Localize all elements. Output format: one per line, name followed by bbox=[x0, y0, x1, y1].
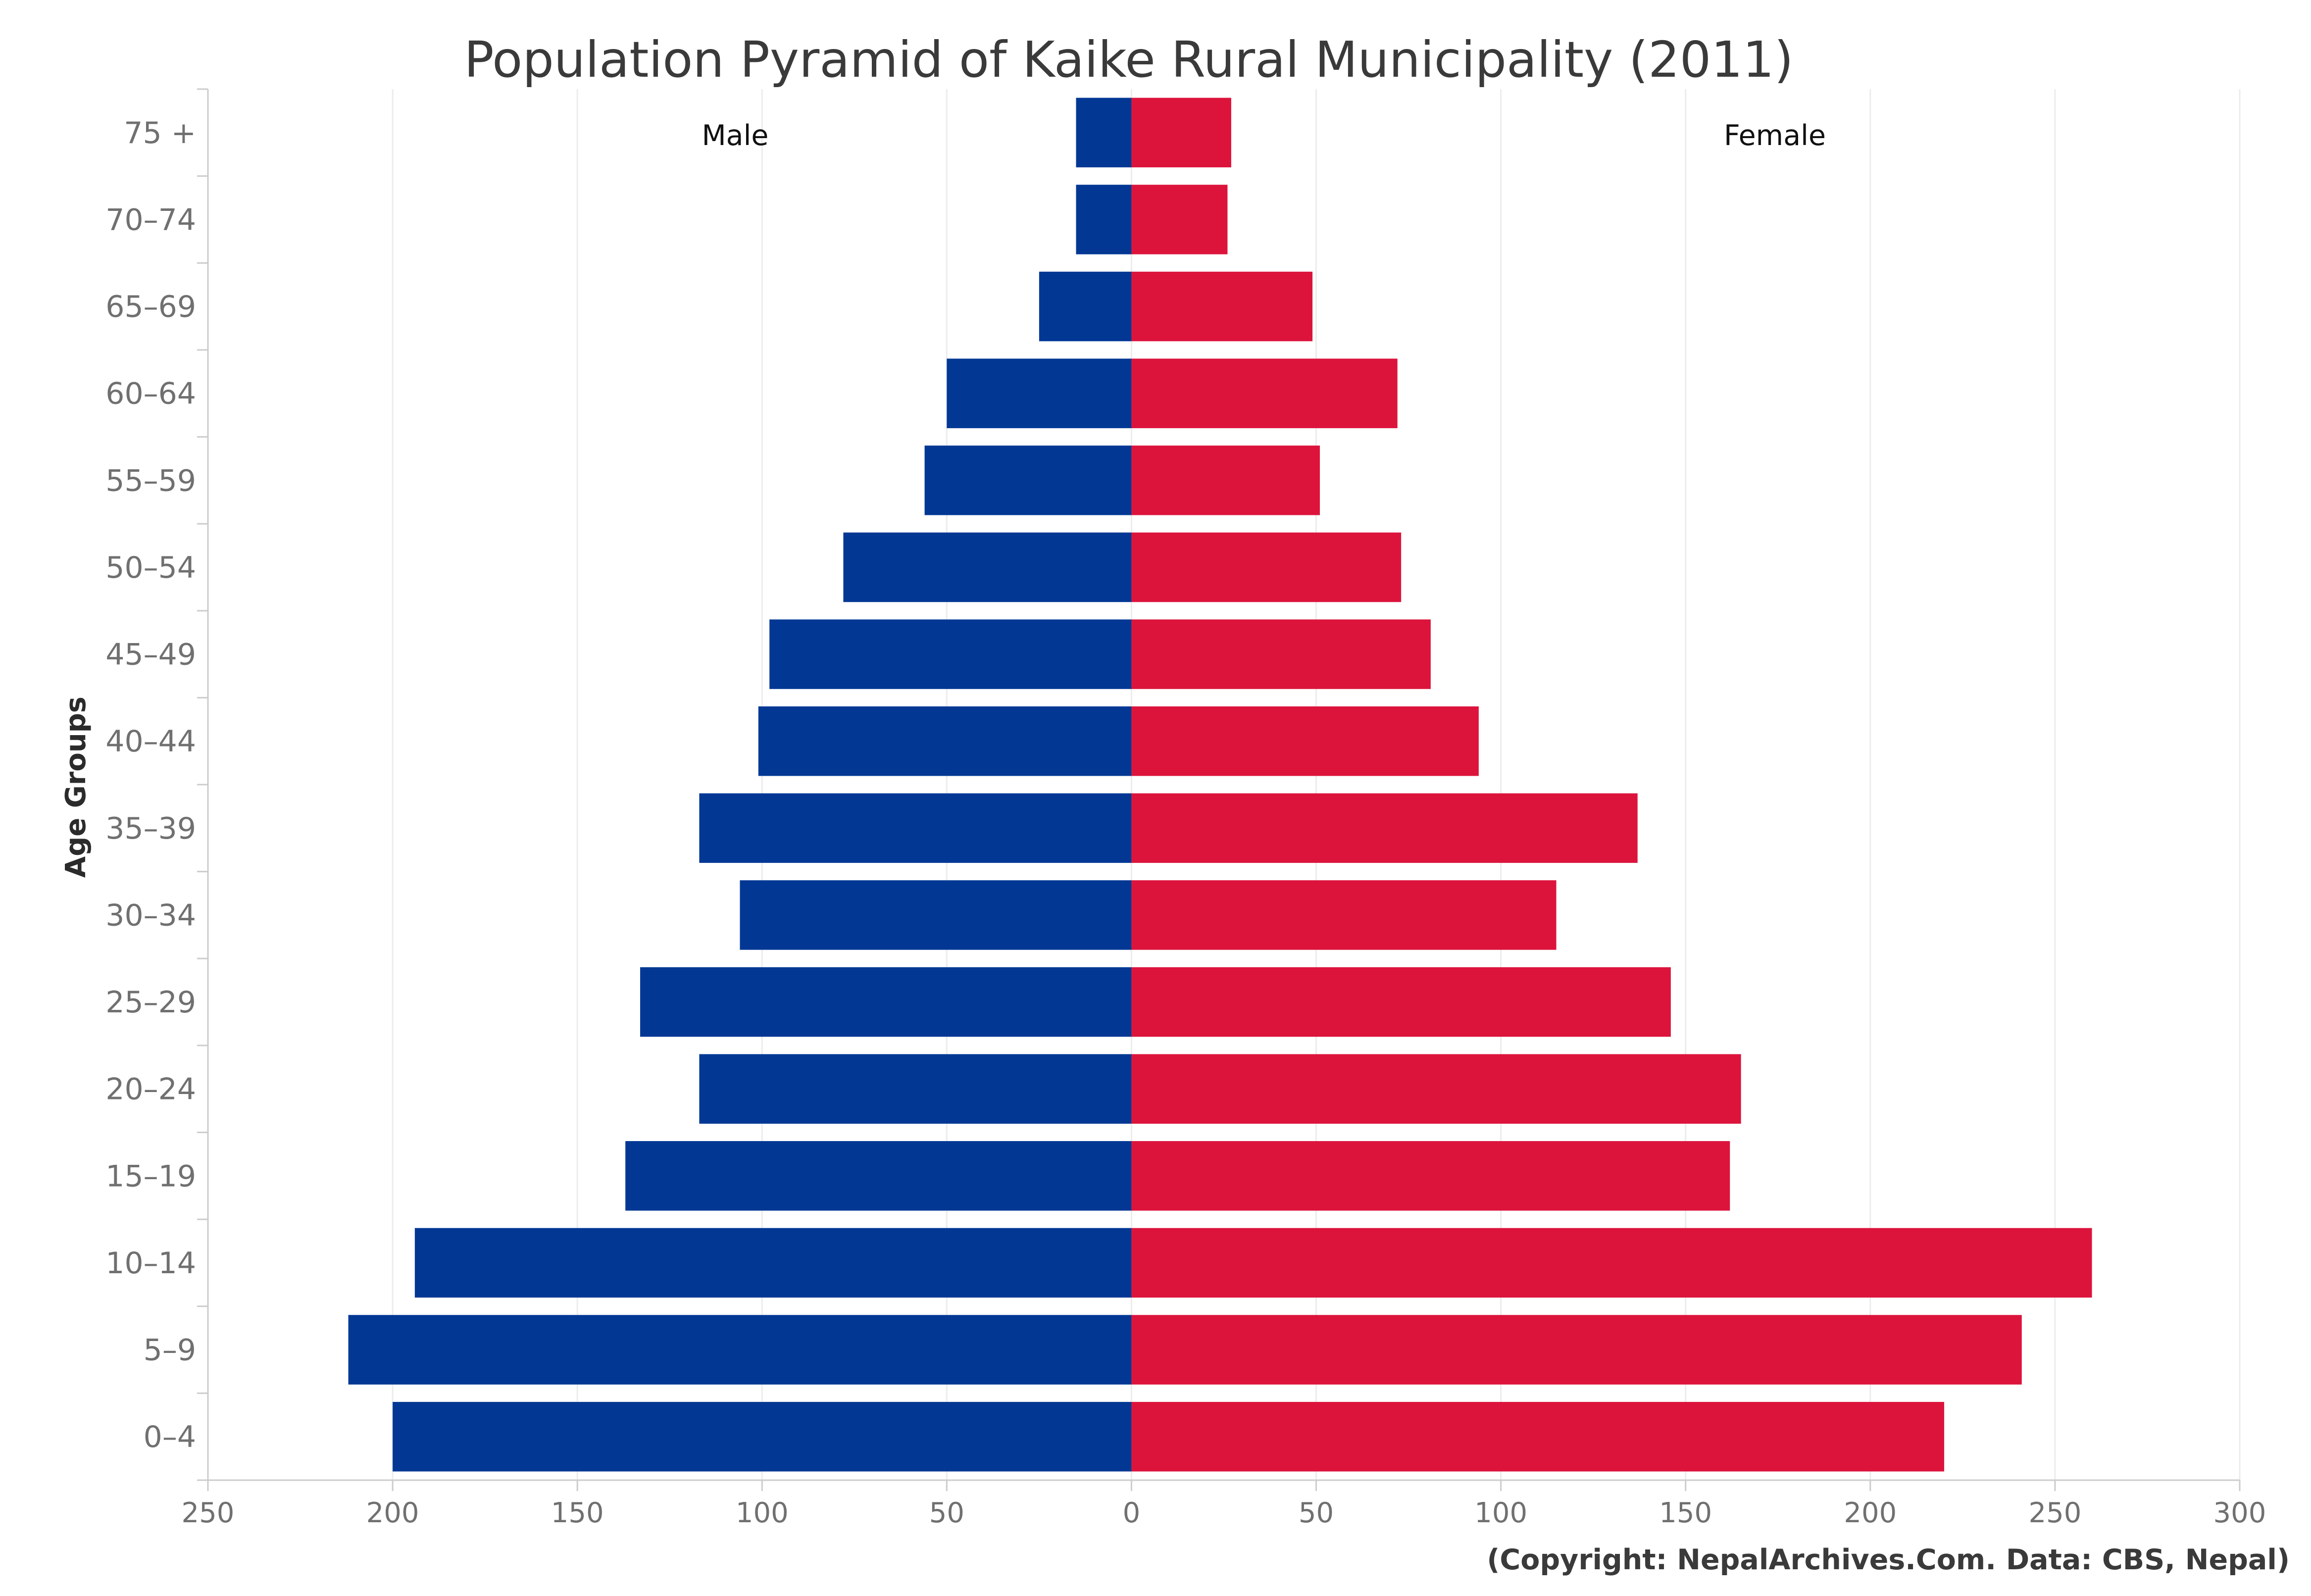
male-bar bbox=[699, 1054, 1132, 1124]
y-tick-label: 65–69 bbox=[105, 290, 196, 324]
y-axis-title: Age Groups bbox=[60, 697, 92, 878]
male-bar bbox=[1039, 271, 1132, 342]
female-bar bbox=[1131, 967, 1671, 1037]
x-tick-label: 250 bbox=[2028, 1497, 2081, 1529]
x-tick-label: 200 bbox=[1844, 1497, 1897, 1529]
y-tick-label: 50–54 bbox=[105, 550, 196, 585]
male-bar bbox=[640, 967, 1132, 1037]
chart-title: Population Pyramid of Kaike Rural Munici… bbox=[464, 31, 1793, 89]
female-bar bbox=[1131, 358, 1398, 428]
x-tick-label: 150 bbox=[1659, 1497, 1712, 1529]
y-tick-label: 0–4 bbox=[144, 1420, 196, 1454]
male-bar bbox=[625, 1141, 1132, 1211]
bars bbox=[348, 98, 2092, 1472]
y-tick-label: 70–74 bbox=[105, 202, 196, 237]
female-bar bbox=[1131, 1228, 2092, 1298]
male-series-label: Male bbox=[702, 119, 768, 152]
y-tick-label: 15–19 bbox=[105, 1159, 196, 1194]
female-bar bbox=[1131, 1054, 1741, 1124]
male-bar bbox=[414, 1228, 1132, 1298]
male-bar bbox=[1076, 185, 1132, 254]
male-bar bbox=[843, 532, 1132, 602]
y-tick-label: 60–64 bbox=[105, 377, 196, 411]
x-tick-label: 200 bbox=[366, 1497, 419, 1529]
female-bar bbox=[1131, 880, 1557, 950]
axes: 250 200 150 100 50 0 50 100 150 200 250 300 0–4 5–9 10… bbox=[105, 88, 2266, 1529]
female-bar bbox=[1131, 1141, 1730, 1211]
female-bar bbox=[1131, 706, 1479, 776]
y-tick-label: 5–9 bbox=[144, 1333, 196, 1368]
y-tick-label: 45–49 bbox=[105, 638, 196, 672]
y-tick-label: 30–34 bbox=[105, 898, 196, 933]
male-bar bbox=[769, 619, 1132, 689]
y-tick-label: 25–29 bbox=[105, 985, 196, 1020]
y-tick-label: 40–44 bbox=[105, 724, 196, 759]
x-tick-label: 250 bbox=[182, 1497, 235, 1529]
male-bar bbox=[393, 1401, 1132, 1472]
y-tick-label: 10–14 bbox=[105, 1246, 196, 1281]
x-tick-label: 150 bbox=[551, 1497, 604, 1529]
x-tick-label: 100 bbox=[736, 1497, 789, 1529]
female-bar bbox=[1131, 98, 1231, 168]
x-tick-label: 0 bbox=[1123, 1497, 1141, 1529]
female-bar bbox=[1131, 185, 1228, 254]
y-tick-label: 55–59 bbox=[105, 463, 196, 498]
male-bar bbox=[758, 706, 1132, 776]
y-tick-label: 75 + bbox=[124, 116, 196, 150]
female-bar bbox=[1131, 619, 1431, 689]
male-bar bbox=[947, 358, 1132, 428]
female-bar bbox=[1131, 532, 1402, 602]
female-bar bbox=[1131, 1401, 1945, 1472]
male-bar bbox=[348, 1315, 1132, 1385]
male-bar bbox=[740, 880, 1132, 950]
female-bar bbox=[1131, 1315, 2022, 1385]
y-tick-label: 35–39 bbox=[105, 811, 196, 846]
x-tick-label: 50 bbox=[1299, 1497, 1334, 1529]
female-bar bbox=[1131, 793, 1638, 863]
female-series-label: Female bbox=[1724, 119, 1826, 152]
x-tick-label: 50 bbox=[929, 1497, 964, 1529]
y-tick-label: 20–24 bbox=[105, 1072, 196, 1107]
male-bar bbox=[924, 446, 1132, 515]
x-tick-label: 100 bbox=[1474, 1497, 1527, 1529]
female-bar bbox=[1131, 271, 1313, 342]
copyright-credit: (Copyright: NepalArchives.Com. Data: CBS… bbox=[1487, 1544, 2290, 1576]
x-tick-label: 300 bbox=[2213, 1497, 2266, 1529]
male-bar bbox=[1076, 98, 1132, 168]
male-bar bbox=[699, 793, 1132, 863]
female-bar bbox=[1131, 446, 1320, 515]
